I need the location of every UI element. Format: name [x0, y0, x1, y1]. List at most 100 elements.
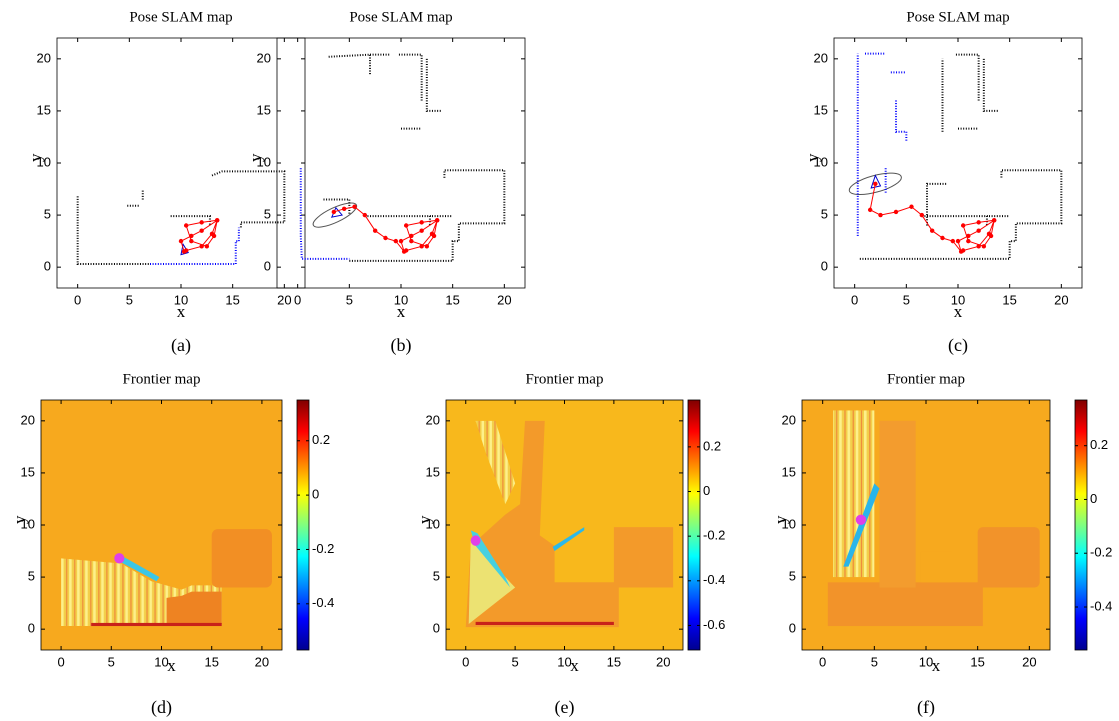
y-tick-label: 10 [37, 154, 51, 169]
point [976, 244, 981, 249]
point [960, 223, 966, 228]
y-tick-label: 0 [789, 621, 796, 636]
x-tick-label: 20 [255, 654, 269, 669]
colorbar-tick-label: 0.2 [312, 432, 330, 447]
colorbar-tick-label: -0.2 [1090, 545, 1112, 560]
point [341, 206, 347, 212]
panel: -0.4 -0.2 0 0.2 0 5 10 15 20 0 5 10 15 20 Frontier map… [10, 371, 335, 718]
colorbar [1074, 399, 1088, 651]
y-tick-label: 5 [789, 569, 796, 584]
point [189, 233, 194, 239]
x-tick-label: 10 [174, 292, 188, 307]
x-tick-label: 20 [1022, 654, 1036, 669]
y-tick-label: 20 [426, 412, 440, 427]
x-tick-label: 5 [346, 292, 353, 307]
x-tick-label: 10 [154, 654, 168, 669]
point [976, 220, 981, 225]
y-tick-label: 10 [21, 516, 35, 531]
x-tick-label: 0 [74, 292, 81, 307]
point [950, 238, 956, 244]
y-tick-label: 5 [264, 207, 271, 222]
point [393, 238, 399, 244]
y-tick-label: 15 [21, 464, 35, 479]
caption: (e) [555, 697, 575, 718]
robot-pose [847, 169, 903, 199]
series-line [856, 52, 908, 236]
x-tick-label: 0 [57, 654, 64, 669]
point [966, 238, 971, 244]
point [419, 228, 424, 233]
y-tick-label: 5 [44, 207, 51, 222]
point [403, 248, 409, 253]
caption: (a) [171, 335, 191, 356]
series-line [859, 53, 1063, 260]
point [204, 244, 210, 249]
heatmap-image [41, 400, 282, 650]
x-tick-label: 15 [1002, 292, 1016, 307]
point [986, 231, 992, 237]
x-tick-label: 10 [951, 292, 965, 307]
colorbar-tick-label: -0.4 [703, 572, 725, 587]
point [331, 209, 337, 215]
y-tick-label: 10 [814, 154, 828, 169]
colorbar-tick-label: -0.4 [312, 595, 334, 610]
colorbar-tick-label: -0.2 [703, 528, 725, 543]
caption: (c) [948, 335, 968, 356]
y-axis-label: y [10, 515, 29, 524]
point [991, 218, 997, 223]
point [955, 238, 961, 244]
axes-box [833, 37, 1083, 289]
x-axis-label: x [167, 656, 176, 675]
x-tick-label: 10 [919, 654, 933, 669]
y-tick-label: 10 [426, 516, 440, 531]
y-tick-label: 20 [782, 412, 796, 427]
point [383, 235, 388, 241]
point [867, 207, 873, 213]
y-axis-label: y [415, 515, 434, 524]
point [929, 228, 935, 233]
point [981, 244, 987, 249]
point [183, 223, 189, 228]
point [940, 235, 945, 241]
x-tick-label: 15 [225, 292, 239, 307]
panel: 0 5 10 15 20 0 5 10 15 20 Pose SLAM map x y (c) [803, 9, 1083, 356]
x-tick-label: 20 [277, 292, 291, 307]
y-tick-label: 20 [257, 50, 271, 65]
series-line [299, 168, 350, 260]
colorbar-tick-label: 0.2 [703, 438, 721, 453]
heatmap-image [802, 400, 1050, 650]
series-line [150, 227, 240, 266]
y-axis-label: y [26, 153, 45, 162]
colorbar-tick-label: -0.6 [703, 617, 725, 632]
y-tick-label: 20 [37, 50, 51, 65]
robot-pose [310, 198, 359, 231]
x-tick-label: 0 [294, 292, 301, 307]
y-tick-label: 15 [426, 464, 440, 479]
x-tick-label: 5 [512, 654, 519, 669]
x-tick-label: 20 [1054, 292, 1068, 307]
point [960, 248, 966, 253]
colorbar-tick-label: -0.2 [312, 541, 334, 556]
chart-title: Frontier map [526, 371, 604, 387]
x-tick-label: 5 [108, 654, 115, 669]
point [199, 228, 204, 233]
point [199, 244, 204, 249]
point [352, 204, 357, 209]
caption: (b) [391, 335, 412, 356]
x-tick-label: 15 [607, 654, 621, 669]
y-tick-label: 20 [21, 412, 35, 427]
x-tick-label: 0 [819, 654, 826, 669]
series-line [323, 53, 506, 262]
panel: -0.6 -0.4 -0.2 0 0.2 0 5 10 15 20 0 5 10 15 20 Frontier… [415, 371, 726, 718]
y-tick-label: 10 [257, 154, 271, 169]
chart-title: Frontier map [887, 371, 965, 387]
point [966, 233, 971, 239]
y-axis-label: y [803, 153, 822, 162]
caption: (d) [151, 697, 172, 718]
y-axis-label: y [246, 153, 265, 162]
point [214, 218, 220, 223]
point [434, 218, 440, 223]
point [419, 220, 424, 225]
series-line [869, 183, 995, 252]
